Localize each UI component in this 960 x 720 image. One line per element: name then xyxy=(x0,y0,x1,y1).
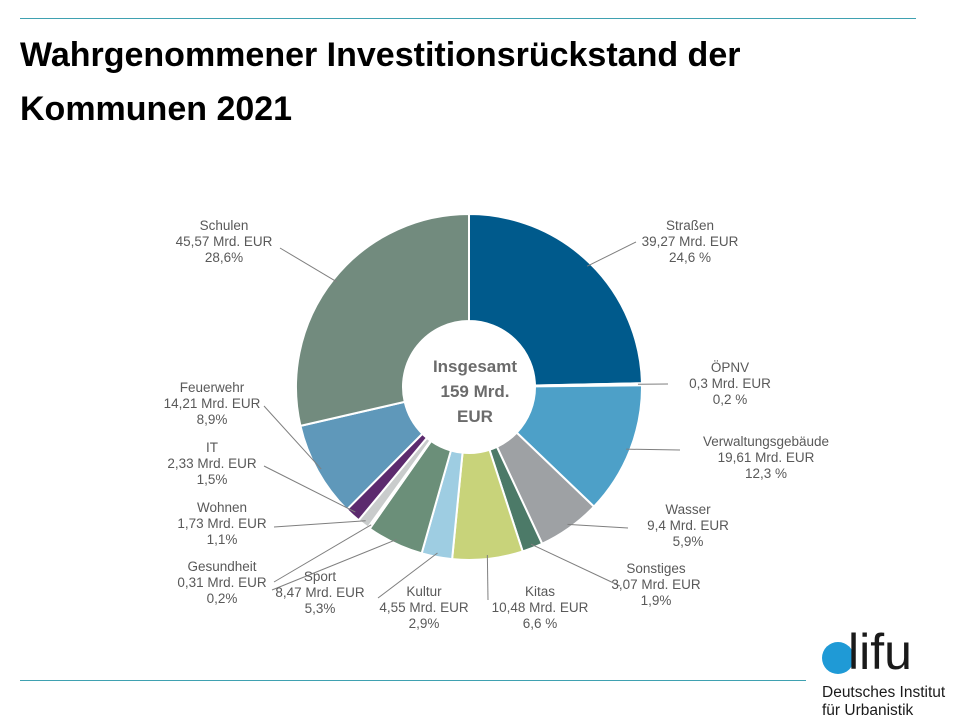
leader-line-7 xyxy=(271,539,397,591)
center-label-line-1: 159 Mrd. xyxy=(441,382,510,401)
leader-lines xyxy=(263,241,681,601)
slice-label-8: Gesundheit 0,31 Mrd. EUR 0,2% xyxy=(177,559,267,606)
leader-line-12 xyxy=(279,247,338,283)
logo-dot xyxy=(822,642,854,674)
slice-label-1: ÖPNV 0,3 Mrd. EUR 0,2 % xyxy=(689,360,771,407)
slice-label-11: Feuerwehr 14,21 Mrd. EUR 8,9% xyxy=(164,380,261,427)
logo-word: lifu xyxy=(848,624,912,680)
leader-line-0 xyxy=(586,241,637,267)
slice-labels: Straßen 39,27 Mrd. EUR 24,6 % ÖPNV 0,3 Mrd. … xyxy=(164,218,829,631)
center-label: Insgesamt 159 Mrd. EUR xyxy=(433,357,517,426)
leader-line-9 xyxy=(273,520,366,528)
slice-12 xyxy=(295,212,470,428)
leader-line-3 xyxy=(567,523,629,529)
leader-line-2 xyxy=(626,448,681,451)
slice-label-0: Straßen 39,27 Mrd. EUR 24,6 % xyxy=(642,218,739,265)
leader-line-8 xyxy=(273,524,372,583)
slice-2 xyxy=(515,384,643,509)
slice-label-3: Wasser 9,4 Mrd. EUR 5,9% xyxy=(647,502,729,549)
bottom-rule xyxy=(20,680,806,681)
leader-line-6 xyxy=(377,552,438,599)
leader-line-4 xyxy=(530,543,621,587)
difu-logo: lifu Deutsches Institut für Urbanistik xyxy=(818,624,958,720)
slice-label-6: Kultur 4,55 Mrd. EUR 2,9% xyxy=(379,584,469,631)
logo-line-1: Deutsches Institut xyxy=(822,684,946,701)
slice-label-12: Schulen 45,57 Mrd. EUR 28,6% xyxy=(176,218,273,265)
chart-title: Wahrgenommener Investitionsrückstand der… xyxy=(20,36,741,128)
slice-label-2: Verwaltungsgebäude 19,61 Mrd. EUR 12,3 % xyxy=(703,434,829,481)
slice-0 xyxy=(468,212,643,387)
top-rule xyxy=(20,18,916,19)
leader-line-10 xyxy=(263,465,356,513)
logo-line-2: für Urbanistik xyxy=(822,702,914,719)
leader-line-11 xyxy=(263,405,322,470)
slice-label-9: Wohnen 1,73 Mrd. EUR 1,1% xyxy=(177,500,267,547)
center-label-line-2: EUR xyxy=(457,407,493,426)
center-label-line-0: Insgesamt xyxy=(433,357,517,376)
leader-line-5 xyxy=(486,554,489,601)
slice-label-5: Kitas 10,48 Mrd. EUR 6,6 % xyxy=(492,584,589,631)
slice-label-4: Sonstiges 3,07 Mrd. EUR 1,9% xyxy=(611,561,701,608)
slice-label-7: Sport 8,47 Mrd. EUR 5,3% xyxy=(275,569,365,616)
donut-slices xyxy=(295,212,644,561)
slice-label-10: IT 2,33 Mrd. EUR 1,5% xyxy=(167,440,257,487)
